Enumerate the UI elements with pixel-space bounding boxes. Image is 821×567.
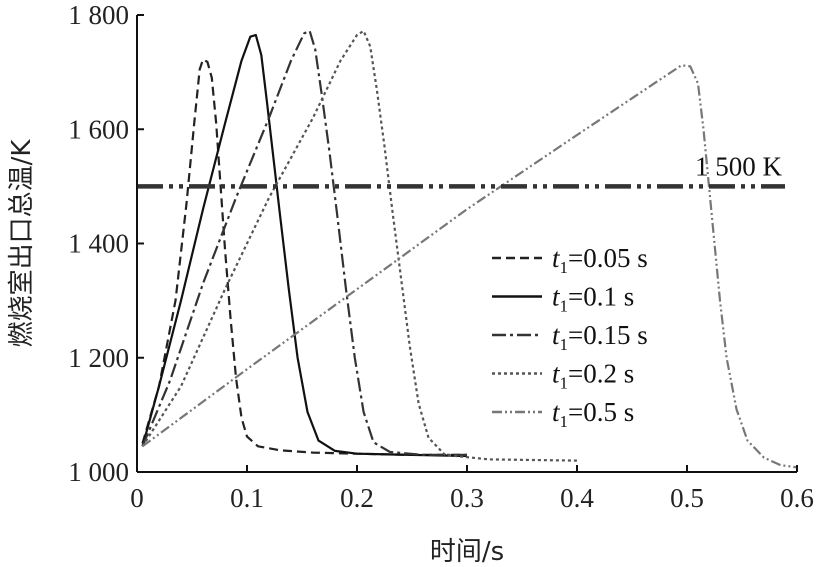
- x-tick-label: 0.5: [670, 483, 704, 513]
- series-line-4: [141, 29, 578, 462]
- legend-label: t1=0.05 s: [552, 243, 648, 277]
- legend-label: t1=0.1 s: [552, 282, 634, 316]
- legend-label: t1=0.2 s: [552, 359, 634, 393]
- x-axis-title: 时间/s: [430, 537, 504, 567]
- y-tick-label: 1 800: [68, 0, 129, 30]
- legend-label: t1=0.5 s: [552, 397, 634, 431]
- plot-lines: [141, 29, 798, 469]
- legend: t1=0.05 s t1=0.1 s t1=0.15 s t1=0.2 s t1=0.5…: [492, 243, 648, 431]
- x-ticks: 0 0.1 0.2 0.3 0.4 0.5 0.6: [130, 465, 814, 513]
- legend-label: t1=0.15 s: [552, 320, 648, 354]
- y-tick-label: 1 600: [68, 114, 129, 144]
- x-tick-label: 0.6: [780, 483, 814, 513]
- y-tick-label: 1 200: [68, 343, 129, 373]
- y-tick-label: 1 000: [68, 457, 129, 487]
- series-line-1: [141, 58, 467, 456]
- x-tick-label: 0.3: [450, 483, 484, 513]
- y-axis-title: 燃烧室出口总温/K: [7, 139, 37, 348]
- series-line-5: [141, 64, 798, 469]
- y-ticks: 1 000 1 200 1 400 1 600 1 800: [68, 0, 144, 487]
- reference-line-label: 1 500 K: [695, 151, 783, 181]
- series-line-2: [141, 33, 468, 458]
- y-tick-label: 1 400: [68, 229, 129, 259]
- x-tick-label: 0.4: [560, 483, 594, 513]
- x-tick-label: 0: [130, 483, 144, 513]
- x-tick-label: 0.2: [340, 483, 374, 513]
- x-tick-label: 0.1: [230, 483, 264, 513]
